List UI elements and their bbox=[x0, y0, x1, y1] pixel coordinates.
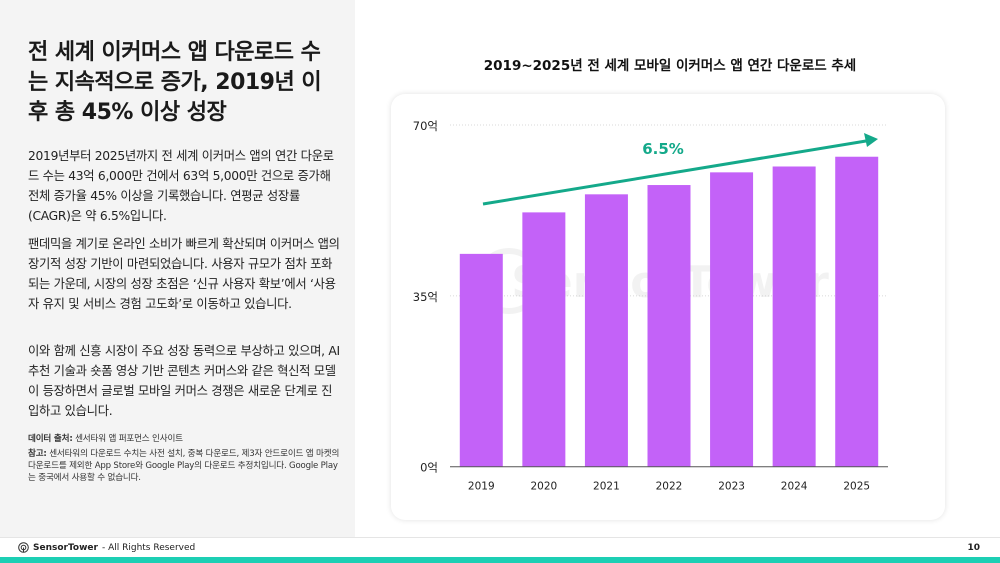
page-number: 10 bbox=[967, 543, 980, 553]
bar bbox=[647, 185, 691, 467]
x-tick-label: 2025 bbox=[843, 481, 870, 493]
source-label: 데이터 출처: bbox=[28, 434, 73, 444]
footer bbox=[0, 537, 1000, 557]
footer-rights: - All Rights Reserved bbox=[101, 542, 196, 553]
cagr-label: 6.5% bbox=[642, 140, 684, 158]
y-tick-label: 35억 bbox=[413, 290, 438, 304]
x-tick-label: 2022 bbox=[656, 481, 683, 493]
note-text: 센서타워의 다운로드 수치는 사전 설치, 중복 다운로드, 제3자 안드로이드… bbox=[28, 449, 340, 483]
bar bbox=[710, 172, 754, 467]
data-source: 데이터 출처: 센서타워 앱 퍼포먼스 인사이트 bbox=[28, 433, 340, 445]
accent-bar bbox=[0, 557, 1000, 563]
headline: 전 세계 이커머스 앱 다운로드 수는 지속적으로 증가, 2019년 이후 총… bbox=[28, 40, 322, 125]
sensor-tower-logo-icon bbox=[18, 542, 29, 553]
footer-logo: SensorTower - All Rights Reserved bbox=[18, 542, 195, 553]
paragraph: 이와 함께 신흥 시장이 주요 성장 동력으로 부상하고 있으며, AI 추천 … bbox=[28, 344, 340, 418]
bar bbox=[459, 253, 503, 467]
x-tick-label: 2019 bbox=[468, 481, 495, 493]
bar bbox=[835, 156, 879, 467]
bar bbox=[522, 212, 566, 467]
x-tick-label: 2021 bbox=[593, 481, 620, 493]
y-tick-label: 70억 bbox=[413, 119, 438, 133]
bar bbox=[584, 194, 628, 467]
chart-title: 2019~2025년 전 세계 모바일 이커머스 앱 연간 다운로드 추세 bbox=[483, 58, 857, 74]
footer-brand: SensorTower bbox=[33, 542, 98, 553]
x-tick-label: 2020 bbox=[530, 481, 557, 493]
arrow-head-icon bbox=[864, 133, 878, 147]
bar bbox=[772, 166, 816, 467]
y-tick-label: 0억 bbox=[420, 461, 438, 475]
paragraph: 팬데믹을 계기로 온라인 소비가 빠르게 확산되며 이커머스 앱의 장기적 성장… bbox=[28, 237, 340, 311]
x-tick-label: 2024 bbox=[781, 481, 808, 493]
text-panel bbox=[0, 0, 355, 537]
paragraph: 2019년부터 2025년까지 전 세계 이커머스 앱의 연간 다운로드 수는 … bbox=[28, 149, 334, 223]
x-tick-label: 2023 bbox=[718, 481, 745, 493]
trend-arrow bbox=[482, 139, 867, 206]
note-label: 참고: bbox=[28, 449, 47, 459]
source-text: 센서타워 앱 퍼포먼스 인사이트 bbox=[72, 434, 183, 444]
note: 참고: 센서타워의 다운로드 수치는 사전 설치, 중복 다운로드, 제3자 안… bbox=[28, 448, 340, 484]
